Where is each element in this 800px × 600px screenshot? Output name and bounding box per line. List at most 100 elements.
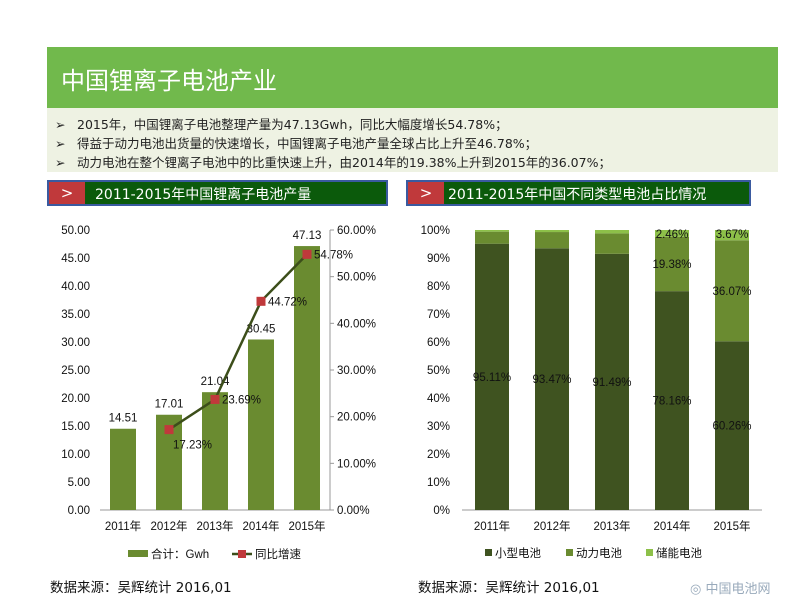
stacked-segment-1 bbox=[535, 232, 569, 249]
y-tick-label: 80% bbox=[427, 281, 450, 293]
stacked-segment-2 bbox=[535, 230, 569, 233]
stacked-segment-1 bbox=[475, 231, 509, 244]
right-y-tick-label: 40.00% bbox=[337, 318, 376, 330]
left-y-tick-label: 15.00 bbox=[61, 421, 90, 433]
stacked-segment-0 bbox=[715, 341, 749, 510]
x-tick-label: 2014年 bbox=[653, 519, 690, 533]
bullet-item: ➢ 2015年，中国锂离子电池整理产量为47.13Gwh，同比大幅度增长54.78… bbox=[55, 114, 508, 133]
x-tick-label: 2012年 bbox=[150, 519, 187, 533]
chart2-source: 数据来源：吴辉统计 2016,01 bbox=[418, 580, 600, 596]
arrow-right-icon: ➢ bbox=[55, 136, 66, 151]
bullet-item: ➢ 得益于动力电池出货量的快速增长，中国锂离子电池产量全球占比上升至46.78%； bbox=[55, 133, 537, 152]
bullet-list: ➢ 2015年，中国锂离子电池整理产量为47.13Gwh，同比大幅度增长54.78… bbox=[47, 108, 778, 172]
bar-production bbox=[294, 246, 320, 510]
left-y-tick-label: 10.00 bbox=[61, 449, 90, 461]
left-y-tick-label: 25.00 bbox=[61, 365, 90, 377]
x-tick-label: 2014年 bbox=[242, 519, 279, 533]
left-y-tick-label: 0.00 bbox=[68, 505, 90, 517]
left-y-tick-label: 40.00 bbox=[61, 281, 90, 293]
legend-label: 小型电池 bbox=[495, 546, 541, 560]
y-tick-label: 100% bbox=[421, 225, 450, 237]
growth-data-label: 17.23% bbox=[173, 440, 212, 452]
x-tick-label: 2015年 bbox=[288, 519, 325, 533]
stacked-segment-2 bbox=[595, 230, 629, 234]
y-tick-label: 90% bbox=[427, 253, 450, 265]
x-tick-label: 2011年 bbox=[474, 519, 510, 533]
stacked-segment-1 bbox=[715, 240, 749, 342]
segment-data-label: 91.49% bbox=[592, 377, 631, 389]
segment-data-label: 3.67% bbox=[716, 229, 749, 241]
right-y-tick-label: 10.00% bbox=[337, 458, 376, 470]
growth-marker bbox=[164, 425, 174, 435]
left-y-tick-label: 45.00 bbox=[61, 253, 90, 265]
right-y-tick-label: 50.00% bbox=[337, 272, 376, 284]
section-marker: > bbox=[408, 182, 444, 204]
x-tick-label: 2012年 bbox=[533, 519, 570, 533]
growth-marker bbox=[302, 249, 312, 259]
right-y-tick-label: 20.00% bbox=[337, 412, 376, 424]
bullet-text: 2015年，中国锂离子电池整理产量为47.13Gwh，同比大幅度增长54.78%… bbox=[77, 117, 508, 132]
title-bar: 中国锂离子电池产业 bbox=[47, 47, 778, 108]
chart1-header: > 2011-2015年中国锂离子电池产量 bbox=[47, 180, 388, 206]
section-marker: > bbox=[49, 182, 85, 204]
legend-label: 储能电池 bbox=[656, 546, 702, 560]
y-tick-label: 0% bbox=[433, 505, 450, 517]
bar-data-label: 17.01 bbox=[155, 399, 184, 411]
bar-data-label: 14.51 bbox=[109, 413, 138, 425]
y-tick-label: 40% bbox=[427, 393, 450, 405]
segment-data-label: 95.11% bbox=[473, 372, 511, 384]
growth-line bbox=[168, 253, 308, 431]
stacked-segment-2 bbox=[655, 230, 689, 237]
bar-data-label: 47.13 bbox=[293, 230, 322, 242]
left-y-tick-label: 30.00 bbox=[61, 337, 90, 349]
legend-bar-swatch bbox=[128, 550, 148, 557]
legend-swatch bbox=[485, 549, 492, 556]
y-tick-label: 10% bbox=[427, 477, 450, 489]
bar-production bbox=[110, 428, 136, 510]
x-tick-label: 2013年 bbox=[196, 519, 233, 533]
segment-data-label: 60.26% bbox=[712, 421, 751, 433]
right-y-tick-label: 30.00% bbox=[337, 365, 376, 377]
stacked-segment-0 bbox=[595, 253, 629, 510]
bullet-item: ➢ 动力电池在整个锂离子电池中的比重快速上升，由2014年的19.38%上升到20… bbox=[55, 152, 611, 171]
segment-data-label: 93.47% bbox=[532, 374, 571, 386]
bar-data-label: 30.45 bbox=[247, 323, 276, 335]
stacked-segment-0 bbox=[535, 248, 569, 510]
watermark-logo: ◎ 中国电池网 bbox=[690, 582, 771, 597]
y-tick-label: 30% bbox=[427, 421, 450, 433]
bullet-text: 动力电池在整个锂离子电池中的比重快速上升，由2014年的19.38%上升到201… bbox=[77, 155, 611, 170]
stacked-segment-2 bbox=[475, 230, 509, 232]
stacked-segment-1 bbox=[655, 236, 689, 292]
stacked-segment-2 bbox=[715, 230, 749, 241]
stacked-segment-0 bbox=[475, 243, 509, 510]
left-y-tick-label: 5.00 bbox=[68, 477, 90, 489]
legend-line-label: 同比增速 bbox=[255, 547, 301, 561]
x-tick-label: 2013年 bbox=[593, 519, 630, 533]
legend-bar-label: 合计：Gwh bbox=[151, 547, 209, 561]
bar-production bbox=[202, 392, 228, 510]
right-y-tick-label: 0.00% bbox=[337, 505, 370, 517]
legend-swatch bbox=[566, 549, 573, 556]
y-tick-label: 60% bbox=[427, 337, 450, 349]
left-y-tick-label: 20.00 bbox=[61, 393, 90, 405]
chart1-title: 2011-2015年中国锂离子电池产量 bbox=[95, 187, 312, 203]
left-y-tick-label: 50.00 bbox=[61, 225, 90, 237]
segment-data-label: 36.07% bbox=[712, 286, 751, 298]
stacked-segment-0 bbox=[655, 291, 689, 510]
y-tick-label: 50% bbox=[427, 365, 450, 377]
growth-marker bbox=[256, 296, 266, 306]
x-tick-label: 2015年 bbox=[713, 519, 750, 533]
growth-marker bbox=[210, 394, 220, 404]
segment-data-label: 78.16% bbox=[652, 396, 691, 408]
x-tick-label: 2011年 bbox=[105, 519, 141, 533]
growth-data-label: 54.78% bbox=[314, 249, 353, 261]
legend-swatch bbox=[646, 549, 653, 556]
y-tick-label: 70% bbox=[427, 309, 450, 321]
segment-data-label: 2.46% bbox=[656, 229, 689, 241]
segment-data-label: 19.38% bbox=[652, 259, 691, 271]
growth-data-label: 23.69% bbox=[222, 394, 261, 406]
bar-production bbox=[248, 339, 274, 510]
legend-line-marker bbox=[238, 550, 246, 558]
arrow-right-icon: ➢ bbox=[55, 155, 66, 170]
